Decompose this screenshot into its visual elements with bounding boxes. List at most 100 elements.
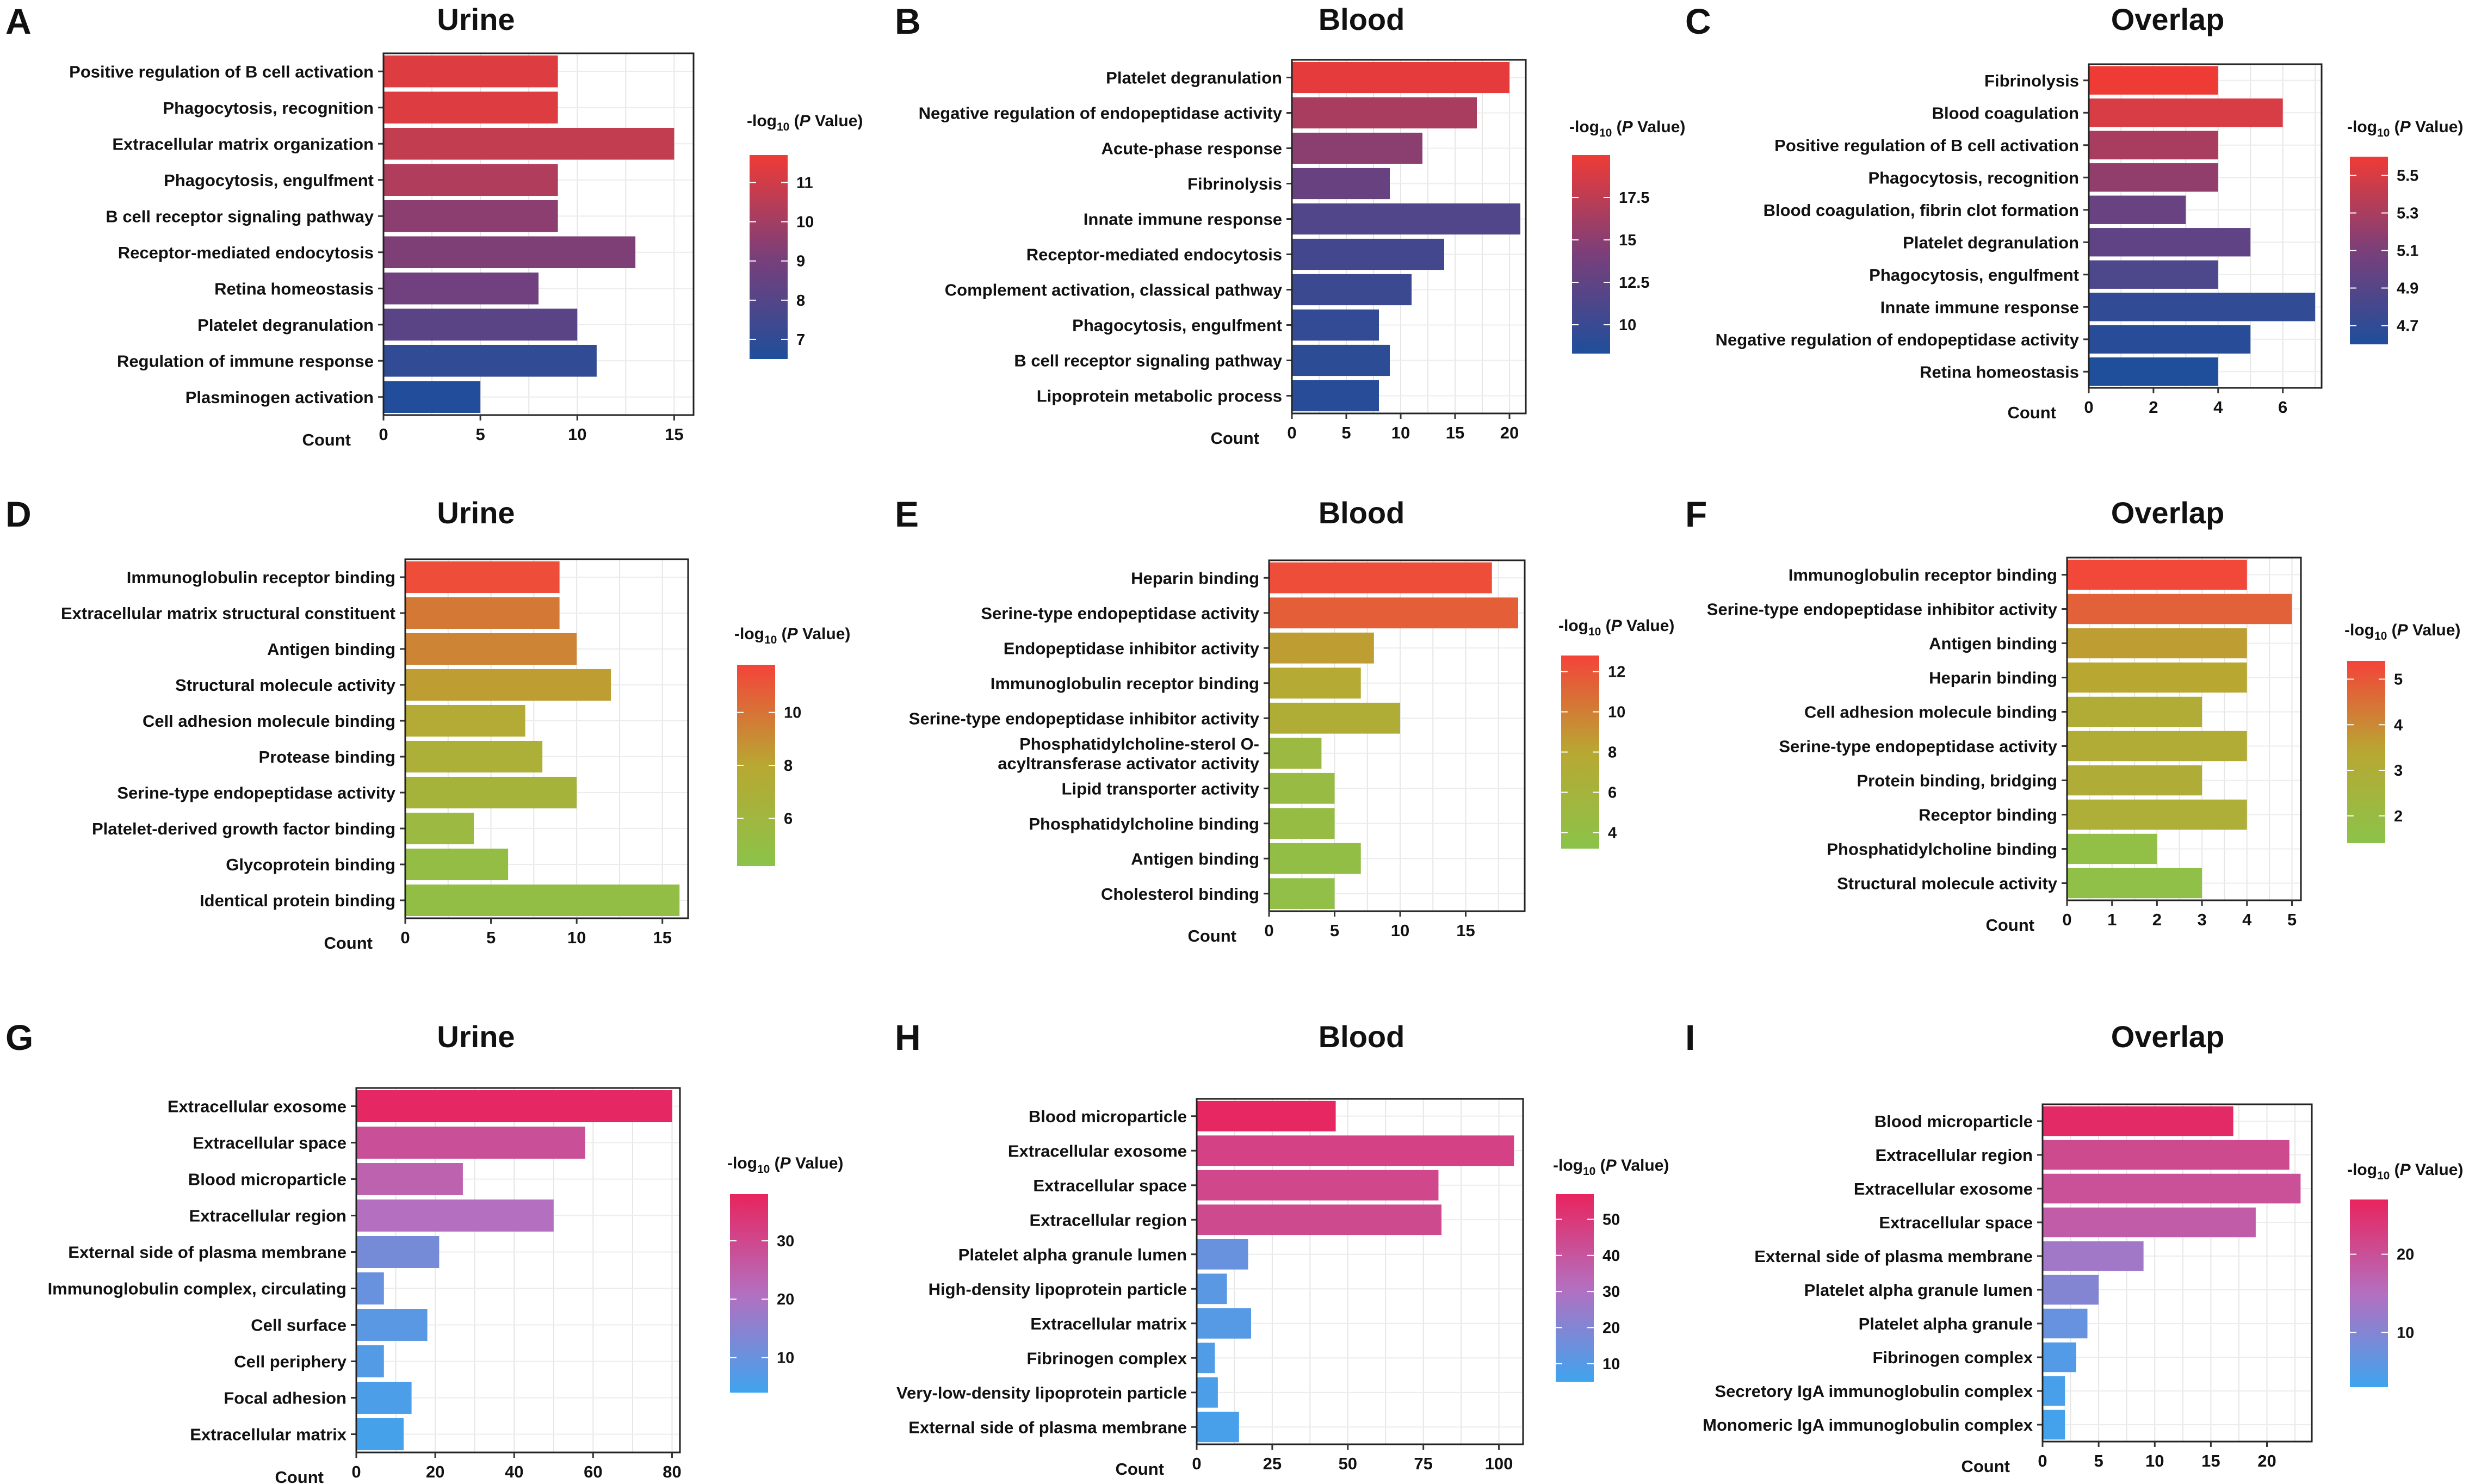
bar <box>1269 632 1374 664</box>
category-label: External side of plasma membrane <box>68 1243 346 1262</box>
panel-letter: E <box>895 494 919 534</box>
panel-c: C Overlap Fibrinolysis Blood coagulation Pos… <box>1685 1 2463 422</box>
bar <box>1292 97 1477 129</box>
category-label: Extracellular space <box>193 1134 346 1153</box>
category-label: Extracellular matrix organization <box>112 134 374 153</box>
x-tick-label: 100 <box>1485 1454 1513 1473</box>
bar <box>405 704 525 737</box>
bar <box>2067 559 2247 590</box>
bar <box>405 633 577 665</box>
bar <box>1292 61 1509 94</box>
bar <box>356 1272 384 1304</box>
panel-f: F Overlap Immunoglobulin receptor binding S… <box>1685 494 2460 935</box>
x-tick-label: 2 <box>2152 910 2162 929</box>
category-label: Extracellular matrix <box>1030 1314 1187 1333</box>
legend-colorbar <box>2350 1199 2388 1387</box>
category-label: Negative regulation of endopeptidase act… <box>919 104 1283 123</box>
category-label: Complement activation, classical pathway <box>945 281 1283 300</box>
category-label: Phosphatidylcholine binding <box>1827 840 2057 859</box>
x-tick-label: 0 <box>1192 1454 1201 1473</box>
bar <box>1269 772 1335 804</box>
x-axis: 0 5 10 15 20 Count <box>1210 413 1519 448</box>
category-label: Structural molecule activity <box>1837 874 2058 893</box>
category-label: Immunoglobulin receptor binding <box>127 568 395 587</box>
category-labels: Blood microparticle Extracellular exosome… <box>896 1107 1197 1437</box>
x-tick-label: 10 <box>1391 921 1409 940</box>
x-tick-label: 1 <box>2107 910 2117 929</box>
legend-tick-label: 6 <box>784 810 793 827</box>
x-tick-label: 15 <box>665 425 683 444</box>
plot-frame <box>2041 1103 2313 1443</box>
category-labels: Extracellular exosome Extracellular space… <box>48 1097 356 1444</box>
panel-d: D Urine Immunoglobulin receptor binding Ext… <box>5 494 850 953</box>
bar <box>356 1236 440 1268</box>
category-label: Cell surface <box>251 1316 346 1335</box>
bar <box>405 884 680 917</box>
bar <box>1197 1135 1514 1166</box>
x-tick-label: 0 <box>1264 921 1273 940</box>
legend-tick-label: 10 <box>796 214 814 231</box>
bar <box>2067 833 2157 864</box>
x-tick-label: 5 <box>1330 921 1339 940</box>
category-label: Phosphatidylcholine binding <box>1029 814 1259 833</box>
bar <box>356 1345 384 1377</box>
category-label: External side of plasma membrane <box>1754 1247 2033 1266</box>
bar <box>2089 293 2316 321</box>
category-label: Plasminogen activation <box>185 388 374 407</box>
bar <box>405 597 560 629</box>
bar <box>2089 163 2218 192</box>
legend-tick-label: 8 <box>796 292 805 310</box>
bar <box>2043 1173 2301 1204</box>
category-label: Platelet alpha granule lumen <box>1804 1281 2033 1300</box>
bar <box>2043 1409 2065 1440</box>
x-tick-label: 10 <box>1391 423 1410 442</box>
category-label: Positive regulation of B cell activation <box>69 62 374 81</box>
x-tick-label: 4 <box>2213 398 2223 417</box>
panel-letter: D <box>5 494 32 534</box>
panel-title: Blood <box>1319 496 1405 530</box>
x-tick-label: 0 <box>2062 910 2071 929</box>
bar <box>1292 380 1379 412</box>
category-label: Monomeric IgA immunoglobulin complex <box>1703 1415 2033 1434</box>
x-tick-label: 5 <box>486 928 496 947</box>
category-label: Innate immune response <box>1880 298 2079 317</box>
bar <box>2043 1376 2065 1406</box>
bar <box>1197 1308 1251 1339</box>
category-label: Extracellular region <box>189 1207 346 1226</box>
category-label: Platelet alpha granule lumen <box>958 1245 1187 1264</box>
bar <box>1269 667 1361 699</box>
bar <box>1269 878 1335 910</box>
x-tick-label: 0 <box>351 1462 361 1481</box>
category-label: Acute-phase response <box>1102 139 1283 158</box>
category-label: Focal adhesion <box>224 1389 346 1408</box>
bar <box>1269 808 1335 839</box>
legend: -log10 (P Value) 10 20 30 40 50 <box>1553 1157 1669 1382</box>
panel-title: Overlap <box>2111 496 2225 530</box>
legend: -log10 (P Value) 6 8 10 <box>734 625 850 866</box>
legend-title: -log10 (P Value) <box>1569 118 1685 139</box>
bar <box>2067 696 2202 727</box>
bar <box>405 561 560 593</box>
x-axis: 0 5 10 15 20 Count <box>1961 1442 2276 1476</box>
panel-title: Blood <box>1319 1019 1405 1054</box>
x-tick-label: 6 <box>2278 398 2287 417</box>
legend: -log10 (P Value) 10 12.5 15 17.5 <box>1569 118 1685 354</box>
bar <box>2089 260 2218 289</box>
legend-title: -log10 (P Value) <box>2347 118 2463 139</box>
bar <box>383 236 636 269</box>
bar <box>2043 1106 2233 1136</box>
bar <box>383 272 539 305</box>
x-tick-label: 0 <box>379 425 388 444</box>
legend-tick-label: 50 <box>1602 1211 1620 1228</box>
plot-frame <box>1291 59 1527 415</box>
bar <box>1197 1239 1248 1270</box>
category-label: Antigen binding <box>1131 849 1259 868</box>
legend-colorbar <box>1572 155 1610 354</box>
bars <box>1197 1100 1514 1443</box>
category-label: Retina homeostasis <box>1920 362 2079 381</box>
legend-title: -log10 (P Value) <box>1558 617 1674 638</box>
category-label: Immunoglobulin receptor binding <box>991 674 1259 693</box>
legend-tick-label: 11 <box>796 174 813 191</box>
category-labels: Fibrinolysis Blood coagulation Positive re… <box>1716 71 2089 381</box>
panel-b: B Blood Platelet degranulation Negative reg… <box>895 1 1685 448</box>
